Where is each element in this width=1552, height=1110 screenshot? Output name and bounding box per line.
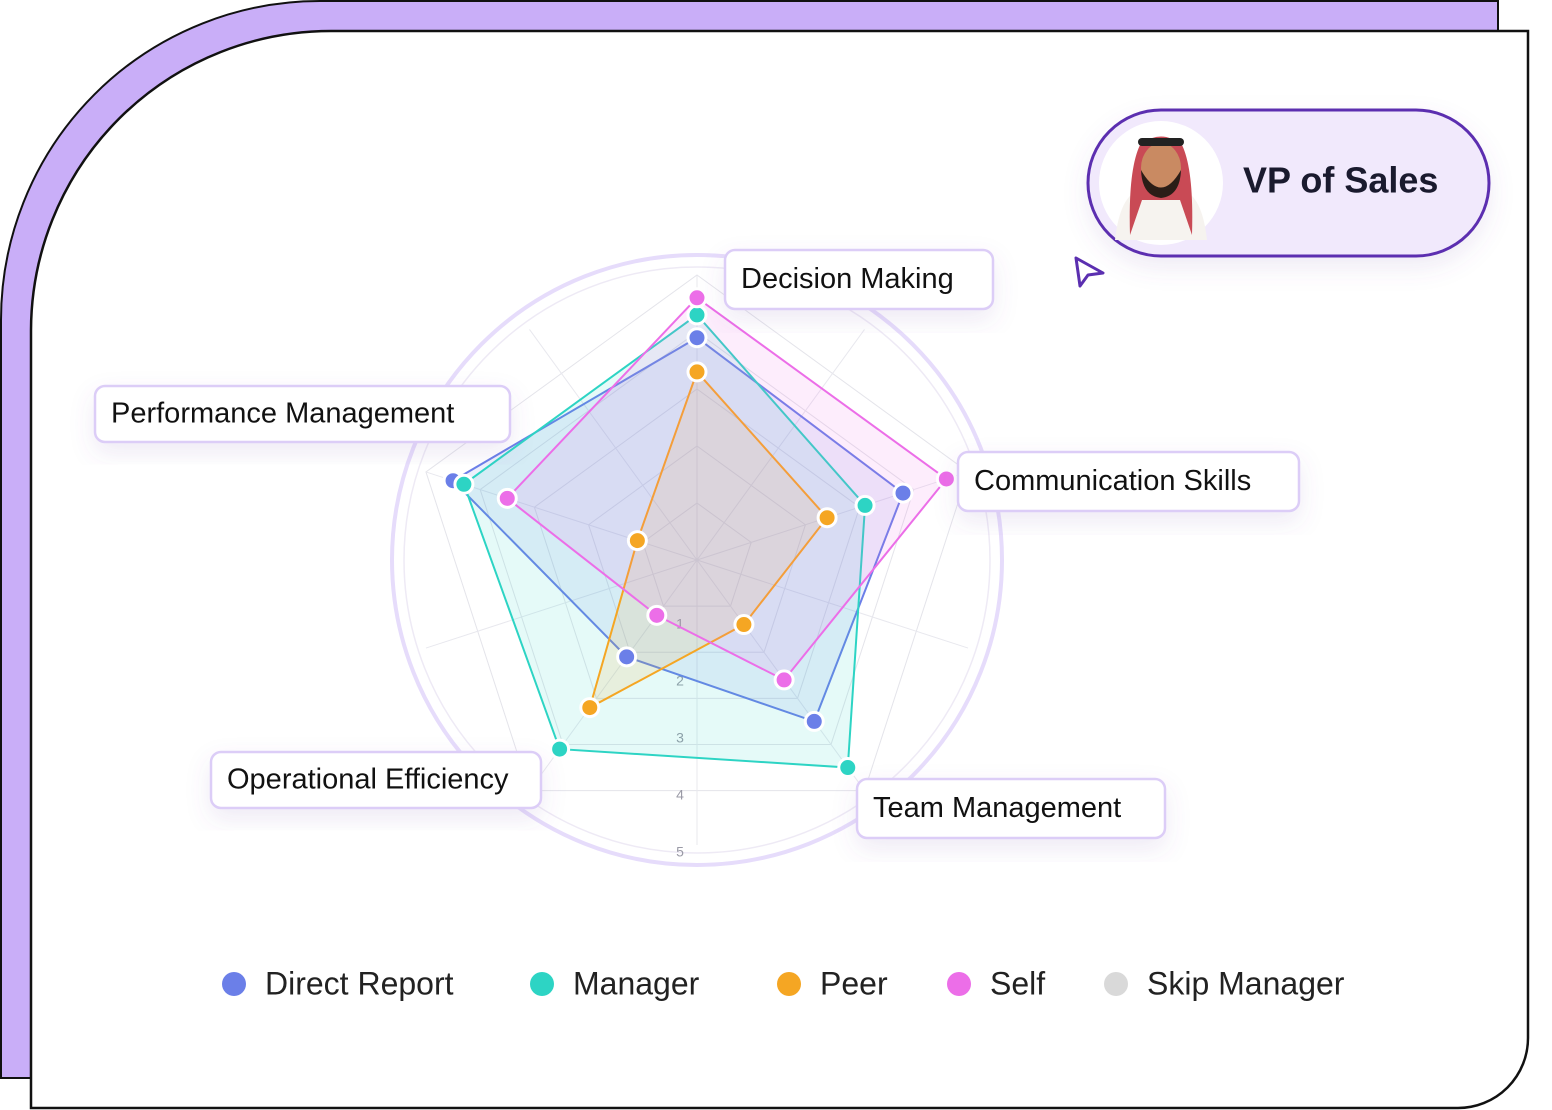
legend-label: Skip Manager bbox=[1147, 965, 1345, 1001]
r-tick-label: 4 bbox=[676, 787, 684, 803]
category-text: Performance Management bbox=[111, 398, 454, 430]
face bbox=[1141, 143, 1181, 193]
legend-swatch bbox=[530, 972, 554, 996]
data-point bbox=[549, 738, 571, 760]
r-tick-label: 5 bbox=[676, 844, 684, 860]
spoke bbox=[696, 329, 865, 561]
legend-label: Direct Report bbox=[265, 965, 454, 1001]
legend-label: Peer bbox=[820, 965, 888, 1001]
legend-swatch bbox=[1104, 972, 1128, 996]
spoke bbox=[425, 559, 698, 649]
beard bbox=[1141, 170, 1181, 198]
data-point bbox=[803, 710, 825, 732]
data-point bbox=[626, 530, 648, 552]
series-area bbox=[505, 296, 948, 682]
data-point bbox=[816, 507, 838, 529]
legend-swatch bbox=[222, 972, 246, 996]
agal bbox=[1138, 138, 1184, 146]
spoke bbox=[529, 329, 698, 561]
outer-ring bbox=[390, 253, 1004, 867]
label-box bbox=[93, 384, 512, 444]
series-area bbox=[451, 336, 905, 723]
data-point bbox=[892, 482, 914, 504]
category-label bbox=[855, 777, 1167, 840]
label-box bbox=[956, 450, 1301, 513]
avatar bbox=[1099, 121, 1223, 245]
legend-swatch bbox=[777, 972, 801, 996]
cursor-icon bbox=[1074, 256, 1105, 288]
label-box bbox=[855, 777, 1167, 840]
data-point bbox=[686, 361, 708, 383]
legend-label: Self bbox=[990, 965, 1045, 1001]
profile-title: VP of Sales bbox=[1243, 160, 1438, 201]
data-point bbox=[773, 669, 795, 691]
data-point bbox=[579, 697, 601, 719]
category-text: Decision Making bbox=[741, 263, 954, 295]
category-text: Operational Efficiency bbox=[227, 764, 509, 796]
category-label bbox=[956, 450, 1301, 513]
data-point bbox=[453, 473, 475, 495]
radar-chart: 1 2 3 4 5 bbox=[390, 253, 1004, 867]
legend-label: Manager bbox=[573, 965, 700, 1001]
data-point bbox=[646, 604, 668, 626]
r-tick-label: 2 bbox=[676, 673, 684, 689]
legend-swatch bbox=[947, 972, 971, 996]
category-label bbox=[723, 248, 995, 311]
inner-ring bbox=[403, 266, 991, 854]
data-point bbox=[935, 468, 957, 490]
category-text: Communication Skills bbox=[974, 465, 1251, 497]
label-box bbox=[209, 750, 543, 810]
r-tick-label: 3 bbox=[676, 730, 684, 746]
category-text: Team Management bbox=[873, 792, 1121, 824]
data-point bbox=[837, 757, 859, 779]
data-point bbox=[686, 287, 708, 309]
data-point bbox=[616, 646, 638, 668]
series-area bbox=[588, 369, 829, 710]
category-label bbox=[93, 384, 512, 444]
data-point bbox=[686, 304, 708, 326]
data-point bbox=[854, 494, 876, 516]
spoke bbox=[696, 559, 969, 649]
label-box bbox=[723, 248, 995, 311]
series-area bbox=[462, 313, 867, 769]
data-point bbox=[733, 614, 755, 636]
r-tick-label: 1 bbox=[676, 616, 684, 632]
category-label bbox=[209, 750, 543, 810]
data-point bbox=[686, 327, 708, 349]
data-point bbox=[496, 487, 518, 509]
